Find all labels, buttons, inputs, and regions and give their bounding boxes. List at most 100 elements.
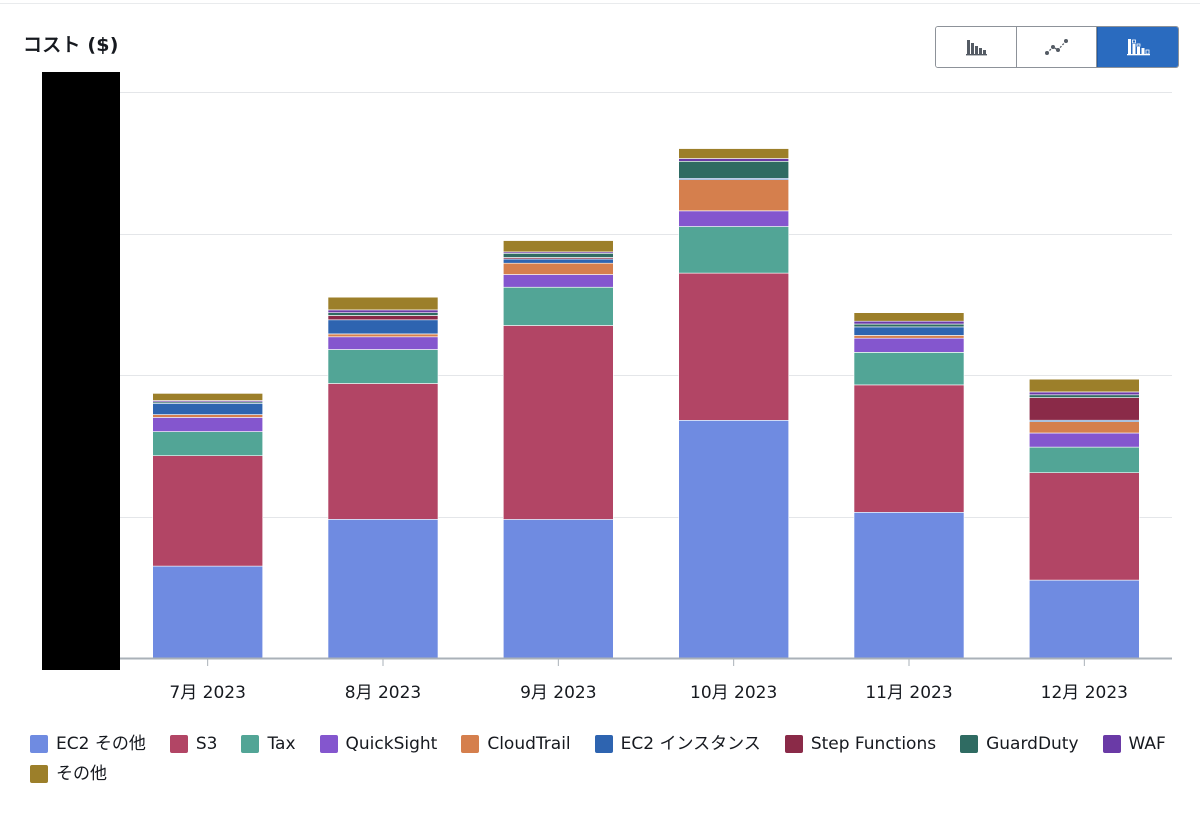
bar-segment[interactable] xyxy=(152,414,263,418)
bar-segment[interactable] xyxy=(678,210,790,227)
bar-segment[interactable] xyxy=(1029,472,1140,581)
legend-label: CloudTrail xyxy=(487,734,571,754)
bar-segment[interactable] xyxy=(327,518,439,659)
legend-label: Tax xyxy=(267,734,296,754)
bar-segment[interactable] xyxy=(1029,391,1140,396)
stacked-bar-view-button[interactable] xyxy=(1097,27,1178,67)
bar-stack[interactable] xyxy=(327,296,439,659)
legend-swatch xyxy=(461,735,480,753)
bar-segment[interactable] xyxy=(678,158,790,162)
grouped-bar-view-button[interactable] xyxy=(936,27,1017,67)
bar-segment[interactable] xyxy=(502,253,614,258)
legend-item[interactable]: その他 xyxy=(30,763,107,785)
bar-segment[interactable] xyxy=(1029,378,1140,393)
bar-segment[interactable] xyxy=(327,349,439,384)
legend-item[interactable]: EC2 インスタンス xyxy=(594,733,761,755)
bar-segment[interactable] xyxy=(502,518,614,659)
bar-segment[interactable] xyxy=(678,272,790,421)
legend-label: GuardDuty xyxy=(986,734,1079,754)
bar-segment[interactable] xyxy=(502,286,614,326)
bar-segment[interactable] xyxy=(853,323,965,328)
legend-item[interactable]: WAF xyxy=(1102,733,1166,755)
bar-segment[interactable] xyxy=(152,417,263,432)
legend-swatch xyxy=(594,735,613,753)
bar-segment[interactable] xyxy=(678,226,790,274)
legend-item[interactable]: QuickSight xyxy=(319,733,438,755)
bar-segment[interactable] xyxy=(327,336,439,350)
legend-swatch xyxy=(319,735,338,753)
line-chart-icon xyxy=(1044,39,1068,55)
bar-segment[interactable] xyxy=(152,431,263,457)
bar-segment[interactable] xyxy=(853,384,965,513)
bar-segment[interactable] xyxy=(1029,432,1140,448)
legend-item[interactable]: Tax xyxy=(241,733,296,755)
bar-segment[interactable] xyxy=(502,257,614,260)
legend-label: EC2 その他 xyxy=(56,734,146,754)
bar-segment[interactable] xyxy=(1029,419,1140,422)
legend-swatch xyxy=(30,765,48,783)
top-divider xyxy=(0,3,1200,4)
bar-segment[interactable] xyxy=(853,511,965,659)
bar-segment[interactable] xyxy=(1029,421,1140,434)
x-tick-label: 10月 2023 xyxy=(690,683,777,703)
bar-segment[interactable] xyxy=(853,352,965,386)
bar-segment[interactable] xyxy=(502,262,614,275)
bar-stack[interactable] xyxy=(502,240,614,659)
stacked-bar-chart: 7月 2023 8月 2023 9月 2023 10月 2023 11月 2023 12月… xyxy=(120,92,1172,703)
bar-segment[interactable] xyxy=(502,240,614,253)
legend-label: EC2 インスタンス xyxy=(620,734,761,754)
legend-item[interactable]: CloudTrail xyxy=(461,733,571,755)
legend-item[interactable]: EC2 その他 xyxy=(30,733,146,755)
bar-stack[interactable] xyxy=(152,393,263,659)
bar-stack[interactable] xyxy=(853,312,965,659)
bar-segment[interactable] xyxy=(1029,394,1140,398)
bar-segment[interactable] xyxy=(853,337,965,353)
bar-segment[interactable] xyxy=(327,383,439,520)
legend-item[interactable]: Step Functions xyxy=(784,733,937,755)
chart-view-toggle-group xyxy=(935,26,1179,68)
legend-label: Step Functions xyxy=(810,734,937,754)
chart-legend: EC2 その他 S3 Tax QuickSight CloudTrail EC2 インスタ… xyxy=(30,733,1180,785)
bar-segment[interactable] xyxy=(678,419,790,659)
bar-segment[interactable] xyxy=(1029,579,1140,659)
legend-item[interactable]: GuardDuty xyxy=(960,733,1079,755)
bar-segment[interactable] xyxy=(327,312,439,316)
legend-label: WAF xyxy=(1128,734,1166,754)
y-axis-title: コスト ($) xyxy=(23,34,119,56)
bar-segment[interactable] xyxy=(327,309,439,313)
legend-label: その他 xyxy=(56,764,107,784)
bar-segment[interactable] xyxy=(327,319,439,335)
legend-swatch xyxy=(169,735,188,753)
bar-segment[interactable] xyxy=(327,333,439,338)
redacted-y-axis-labels xyxy=(42,72,120,670)
bar-segment[interactable] xyxy=(152,565,263,659)
bar-stack[interactable] xyxy=(678,148,790,659)
bar-segment[interactable] xyxy=(678,161,790,179)
bar-segment[interactable] xyxy=(327,315,439,321)
bar-segment[interactable] xyxy=(678,179,790,212)
bar-segment[interactable] xyxy=(853,326,965,336)
bar-segment[interactable] xyxy=(502,325,614,520)
x-axis: 7月 2023 8月 2023 9月 2023 10月 2023 11月 2023 12月… xyxy=(120,657,1172,703)
bar-stack[interactable] xyxy=(1029,378,1140,659)
bars xyxy=(152,148,1140,659)
bar-segment[interactable] xyxy=(1029,397,1140,421)
x-tick-label: 11月 2023 xyxy=(865,683,952,703)
legend-item[interactable]: S3 xyxy=(169,733,218,755)
bar-segment[interactable] xyxy=(327,296,439,311)
line-view-button[interactable] xyxy=(1016,27,1098,67)
stacked-bar-icon xyxy=(1127,39,1151,56)
bar-segment[interactable] xyxy=(502,274,614,288)
bar-segment[interactable] xyxy=(502,258,614,264)
bar-segment[interactable] xyxy=(853,320,965,325)
bar-segment[interactable] xyxy=(152,402,263,415)
bar-segment[interactable] xyxy=(152,455,263,567)
bar-segment[interactable] xyxy=(678,148,790,159)
bar-segment[interactable] xyxy=(152,393,263,401)
bar-segment[interactable] xyxy=(853,335,965,339)
legend-label: QuickSight xyxy=(345,734,438,754)
x-tick-label: 7月 2023 xyxy=(169,683,245,703)
bar-segment[interactable] xyxy=(1029,446,1140,474)
legend-label: S3 xyxy=(195,734,218,754)
bar-segment[interactable] xyxy=(853,312,965,322)
